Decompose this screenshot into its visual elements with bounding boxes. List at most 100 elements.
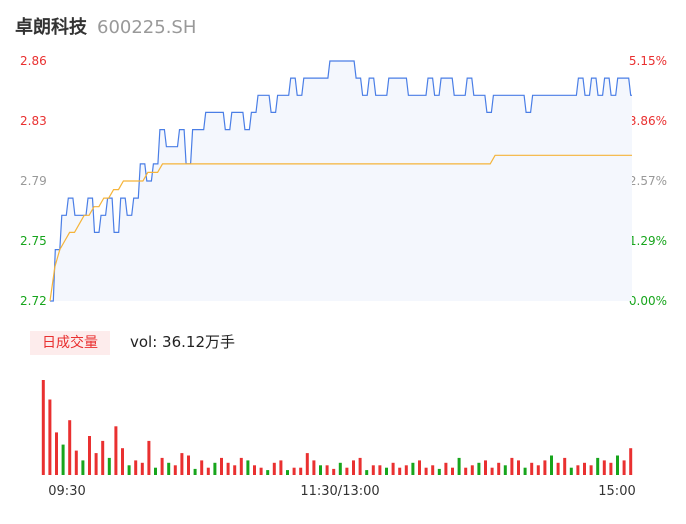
volume-bar [266, 470, 270, 475]
stock-name: 卓朗科技 [15, 17, 87, 38]
volume-bar [312, 460, 316, 475]
volume-bar [173, 465, 177, 475]
volume-bar [140, 462, 144, 475]
volume-bar [497, 462, 501, 475]
volume-bar [536, 465, 540, 475]
volume-bar [510, 457, 514, 475]
stock-header: 卓朗科技 600225.SH [15, 13, 196, 39]
volume-bar [319, 465, 322, 475]
x-tick-label: 11:30/13:00 [300, 484, 379, 499]
y-tick-right: 0.00% [629, 294, 667, 308]
volume-bar [299, 467, 303, 475]
volume-bar [292, 467, 296, 475]
volume-bar [470, 465, 474, 475]
volume-bar [213, 462, 217, 475]
volume-bar [569, 467, 573, 475]
volume-bar [503, 465, 507, 475]
volume-bar [424, 467, 428, 475]
volume-bar [345, 467, 349, 475]
volume-bar [378, 465, 382, 475]
volume-bar [246, 460, 250, 475]
volume-bar [523, 467, 527, 475]
volume-bar [332, 468, 336, 475]
volume-bar [147, 440, 151, 475]
volume-bar [134, 460, 138, 475]
volume-bar [127, 465, 131, 475]
volume-bar [48, 399, 52, 475]
y-tick-left: 2.75 [20, 234, 47, 248]
volume-bar [629, 448, 633, 475]
volume-bar [352, 460, 355, 475]
volume-bar [121, 448, 124, 475]
volume-bar [464, 467, 468, 475]
volume-bar [305, 453, 309, 475]
volume-bar [596, 457, 600, 475]
volume-bar [187, 455, 190, 475]
volume-bar [418, 460, 421, 475]
volume-bar [253, 465, 256, 475]
volume-bar [371, 465, 375, 475]
volume-bar [431, 465, 435, 475]
y-tick-right: 1.29% [629, 234, 667, 248]
volume-bar [338, 462, 342, 475]
volume-bar [365, 470, 369, 475]
volume-bar [325, 465, 329, 475]
volume-bar [107, 457, 111, 475]
y-tick-left: 2.79 [20, 174, 47, 188]
price-line [50, 60, 632, 302]
volume-bar [233, 465, 237, 475]
volume-bar [411, 462, 415, 475]
volume-bar [451, 467, 454, 475]
x-tick-label: 15:00 [598, 484, 635, 499]
volume-bar [437, 468, 441, 475]
volume-bar [602, 460, 606, 475]
volume-bar [193, 468, 197, 475]
y-tick-left: 2.83 [20, 114, 47, 128]
volume-bar [94, 453, 98, 475]
volume-bar [220, 457, 223, 475]
volume-bar [81, 460, 85, 475]
volume-bar [530, 462, 534, 475]
volume-bar [609, 462, 613, 475]
volume-bar [68, 420, 72, 475]
volume-bar [167, 462, 171, 475]
x-tick-label: 09:30 [48, 484, 85, 499]
y-tick-right: 3.86% [629, 114, 667, 128]
y-tick-right: 2.57% [629, 174, 667, 188]
volume-bar [160, 457, 164, 475]
volume-bar [444, 462, 448, 475]
volume-bar [206, 467, 210, 475]
stock-code: 600225.SH [97, 17, 197, 38]
daily-volume-badge: 日成交量 [30, 331, 110, 355]
volume-bar [477, 462, 481, 475]
volume-bar [517, 460, 520, 475]
volume-bar [490, 467, 494, 475]
volume-bar [398, 467, 402, 475]
volume-bar [239, 457, 243, 475]
volume-bar [200, 460, 204, 475]
volume-bar [41, 380, 45, 475]
y-tick-right: 5.15% [629, 54, 667, 68]
volume-bar [391, 462, 395, 475]
y-tick-left: 2.72 [20, 294, 47, 308]
volume-bar [226, 462, 230, 475]
volume-bar [556, 462, 560, 475]
volume-bar [622, 460, 626, 475]
volume-bar [259, 467, 263, 475]
volume-bar [385, 467, 388, 475]
volume-bar [576, 465, 580, 475]
volume-readout: vol: 36.12万手 [130, 333, 235, 351]
volume-bar [55, 432, 58, 475]
volume-bar [279, 460, 283, 475]
volume-bar [484, 460, 487, 475]
volume-bar [74, 450, 78, 475]
y-tick-left: 2.86 [20, 54, 47, 68]
volume-bar [88, 436, 91, 475]
volume-bar [154, 467, 157, 475]
volume-bar [404, 465, 408, 475]
volume-bar [358, 457, 362, 475]
volume-bar [589, 465, 593, 475]
volume-bar [457, 457, 461, 475]
volume-bar [61, 444, 65, 475]
